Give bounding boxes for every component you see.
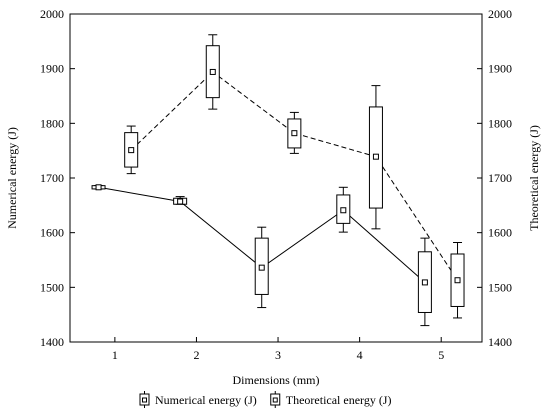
mean-marker (372, 153, 379, 160)
y-axis-title-left: Numerical energy (J) (5, 127, 19, 229)
series-group (91, 184, 432, 327)
legend: Numerical energy (J) Theoretical energy (… (139, 391, 392, 408)
y-tick-label-left: 1900 (40, 62, 64, 76)
mean-marker (258, 264, 265, 271)
x-tick-label: 2 (193, 348, 199, 362)
y-tick-label-left: 1700 (40, 171, 64, 185)
left-axis: 1400 1500 1600 1700 1800 1900 2000 (40, 7, 75, 349)
y-tick-label-left: 1400 (40, 335, 64, 349)
y-tick-label-left: 1800 (40, 116, 64, 130)
legend-mean-icon (142, 397, 147, 403)
mean-marker (421, 279, 428, 286)
right-axis: 1400 1500 1600 1700 1800 1900 2000 (477, 7, 512, 349)
mean-marker (454, 277, 461, 284)
y-tick-label-right: 1800 (488, 116, 512, 130)
y-tick-label-right: 1700 (488, 171, 512, 185)
x-axis: 1 2 3 4 5 (112, 337, 444, 362)
y-tick-label-right: 1500 (488, 280, 512, 294)
y-tick-label-right: 1400 (488, 335, 512, 349)
x-tick-label: 4 (357, 348, 363, 362)
y-tick-label-right: 2000 (488, 7, 512, 21)
x-tick-label: 5 (438, 348, 444, 362)
y-tick-label-left: 1600 (40, 226, 64, 240)
x-tick-label: 3 (275, 348, 281, 362)
legend-label: Numerical energy (J) (155, 393, 257, 407)
y-axis-title-right: Theoretical energy (J) (527, 125, 541, 231)
x-axis-title: Dimensions (mm) (233, 373, 320, 387)
series-line (130, 71, 458, 281)
legend-label: Theoretical energy (J) (286, 393, 392, 407)
mean-marker (177, 198, 184, 205)
mean-marker (128, 147, 135, 154)
legend-mean-icon (272, 397, 278, 403)
mean-marker (95, 184, 102, 191)
y-tick-label-left: 2000 (40, 7, 64, 21)
series-layer (91, 34, 465, 327)
y-tick-label-right: 1600 (488, 226, 512, 240)
legend-item: Numerical energy (J) (139, 391, 257, 408)
y-tick-label-left: 1500 (40, 280, 64, 294)
y-tick-label-right: 1900 (488, 62, 512, 76)
mean-marker (291, 130, 298, 137)
legend-item: Theoretical energy (J) (270, 391, 392, 408)
x-tick-label: 1 (112, 348, 118, 362)
mean-marker (340, 207, 347, 214)
mean-marker (209, 68, 216, 75)
series-group (124, 34, 465, 319)
